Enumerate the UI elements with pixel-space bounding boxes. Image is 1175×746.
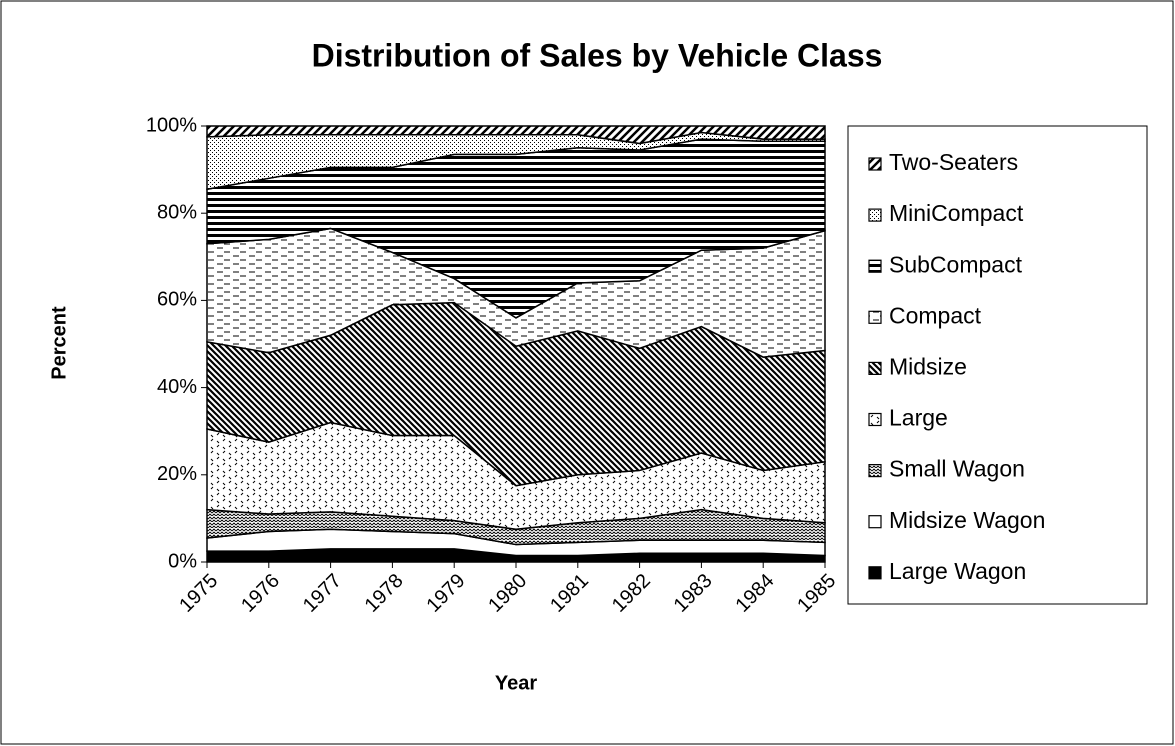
legend-swatch	[868, 310, 882, 324]
legend-label: Two-Seaters	[889, 149, 1018, 175]
legend-label: Midsize	[889, 353, 967, 379]
legend-label: Compact	[889, 302, 982, 328]
legend-label: Small Wagon	[889, 456, 1025, 482]
legend-swatch	[868, 566, 882, 580]
legend-label: Large	[889, 405, 948, 431]
legend-label: MiniCompact	[889, 200, 1024, 226]
y-tick-label: 20%	[157, 463, 197, 485]
legend-swatch	[868, 157, 882, 171]
legend-label: SubCompact	[889, 251, 1023, 277]
legend-box	[847, 125, 1148, 605]
y-axis-label: Percent	[48, 306, 70, 380]
y-tick-label: 100%	[146, 114, 197, 136]
legend-swatch	[868, 361, 882, 375]
legend-label: Midsize Wagon	[889, 507, 1045, 533]
x-axis-label: Year	[495, 672, 537, 694]
legend-swatch	[868, 515, 882, 529]
legend-swatch	[868, 208, 882, 222]
chart-title: Distribution of Sales by Vehicle Class	[312, 37, 883, 73]
y-tick-label: 60%	[157, 289, 197, 311]
legend-label: Large Wagon	[889, 558, 1026, 584]
y-tick-label: 0%	[168, 550, 197, 572]
legend-swatch	[868, 464, 882, 478]
legend-swatch	[868, 259, 882, 273]
y-tick-label: 80%	[157, 201, 197, 223]
y-tick-label: 40%	[157, 376, 197, 398]
legend-swatch	[868, 412, 882, 427]
